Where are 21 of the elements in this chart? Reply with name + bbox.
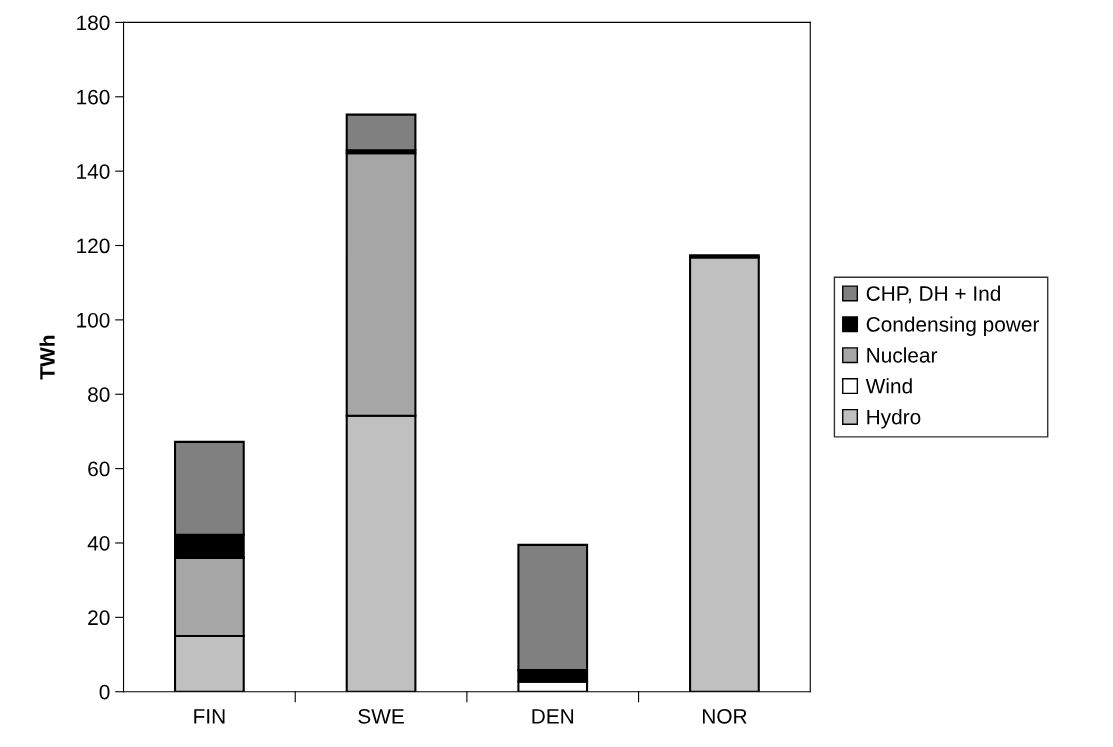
y-tick-label: 100 xyxy=(77,312,110,328)
y-tick-label: 140 xyxy=(77,164,110,179)
y-tick-label: 180 xyxy=(77,15,110,31)
legend-label: Nuclear xyxy=(867,347,938,363)
legend-label: Hydro xyxy=(867,409,921,429)
x-tick-label: DEN xyxy=(532,709,574,724)
legend-label: CHP, DH + Ind xyxy=(866,285,1000,304)
y-tick-label: 40 xyxy=(87,535,110,551)
legend-label: Wind xyxy=(865,378,912,394)
bar xyxy=(345,113,417,152)
x-tick-label: SWE xyxy=(358,708,404,724)
y-tick-label: 160 xyxy=(77,89,110,105)
x-tick-label: FIN xyxy=(194,709,225,724)
x-tick-label: NOR xyxy=(702,708,747,724)
y-tick-label: 20 xyxy=(88,610,110,626)
y-tick-label: 80 xyxy=(88,387,110,402)
y-tick-label: 120 xyxy=(77,238,110,254)
y-axis-title: TWh xyxy=(39,335,55,380)
y-tick-label: 60 xyxy=(88,461,110,477)
legend-label: Condensing power xyxy=(866,316,1040,336)
y-tick-label: 0 xyxy=(99,684,110,700)
